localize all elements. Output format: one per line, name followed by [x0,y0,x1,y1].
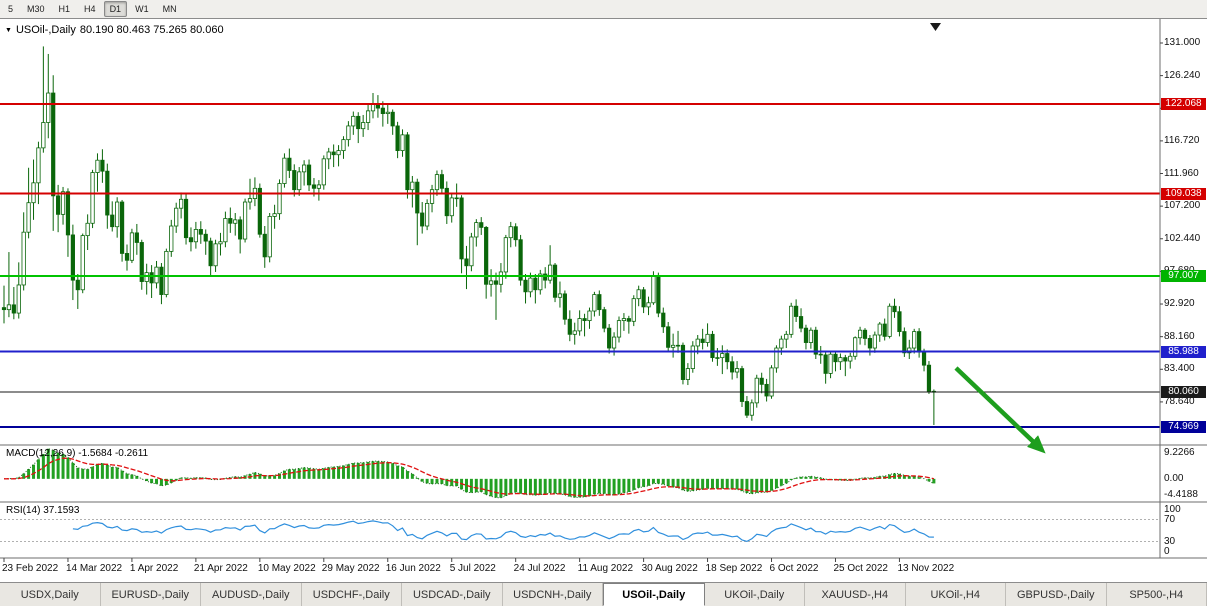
chart-canvas[interactable] [0,19,1207,582]
rsi-pane[interactable] [0,503,1160,558]
price-tick-label: 107.200 [1164,200,1201,212]
date-label: 25 Oct 2022 [833,563,888,574]
tab-sp500-h4[interactable]: SP500-,H4 [1107,583,1207,606]
timeframe-toolbar: 5 M30 H1 H4 D1 W1 MN [0,0,1207,19]
tab-usoil-daily[interactable]: USOil-,Daily [603,583,705,606]
price-tick-label: 111.960 [1164,167,1199,179]
rsi-axis-label: 30 [1164,535,1176,547]
tab-xauusd-h4[interactable]: XAUUSD-,H4 [805,583,906,606]
timeframe-button-mn[interactable]: MN [162,4,177,14]
price-tick-label: 83.400 [1164,363,1195,375]
tab-eurusd-daily[interactable]: EURUSD-,Daily [101,583,201,606]
price-tick-label: 78.640 [1164,395,1195,407]
rsi-axis-label: 0 [1164,546,1170,557]
tab-gbpusd-daily[interactable]: GBPUSD-,Daily [1006,583,1107,606]
timeframe-button-d1[interactable]: D1 [103,1,128,17]
chart-tabs-bar: USDX,Daily EURUSD-,Daily AUDUSD-,Daily USDC… [0,582,1207,606]
tab-usdx-daily[interactable]: USDX,Daily [0,583,101,606]
date-label: 21 Apr 2022 [193,563,248,574]
date-label: 24 Jul 2022 [513,563,566,574]
date-label: 18 Sep 2022 [705,563,763,574]
macd-axis-label: 9.2266 [1164,447,1195,458]
rsi-axis-label: 70 [1164,513,1176,525]
price-badge: 80.060 [1161,386,1206,399]
price-tick-label: 102.440 [1164,232,1201,244]
date-label: 30 Aug 2022 [641,563,698,574]
macd-indicator-label: MACD(12,26,9) -1.5684 -0.2611 [6,448,149,459]
rsi-axis-label: 100 [1164,504,1181,515]
price-tick-label: 88.160 [1164,330,1195,342]
date-label: 6 Oct 2022 [769,563,819,574]
timeframe-button-w1[interactable]: W1 [135,4,149,14]
chart-symbol-title: ▼ USOil-,Daily 80.190 80.463 75.265 80.0… [5,24,224,36]
timeframe-button-h1[interactable]: H1 [58,4,71,14]
tab-ukoil-daily[interactable]: UKOil-,Daily [705,583,805,606]
macd-main-line [3,448,935,499]
price-badge: 97.007 [1161,270,1206,282]
macd-axis-label: 0.00 [1164,472,1184,484]
tab-audusd-daily[interactable]: AUDUSD-,Daily [201,583,302,606]
timeframe-button-m30[interactable]: M30 [27,4,45,14]
price-tick-label: 131.000 [1164,36,1201,48]
chart-shift-marker-icon[interactable] [930,23,941,31]
price-badge: 109.038 [1161,187,1206,200]
main-price-pane[interactable] [0,19,1160,444]
tab-usdchf-daily[interactable]: USDCHF-,Daily [302,583,402,606]
price-tick-label: 126.240 [1164,69,1201,81]
collapse-triangle-icon[interactable]: ▼ [5,26,12,34]
symbol-name: USOil-,Daily [15,24,76,36]
rsi-indicator-label: RSI(14) 37.1593 [6,505,80,516]
date-label: 13 Nov 2022 [897,563,955,574]
timeframe-button-h4[interactable]: H4 [84,4,96,14]
rsi-line [72,520,934,543]
trend-arrow[interactable] [954,366,1046,454]
date-label: 23 Feb 2022 [2,563,59,574]
timeframe-button-5[interactable]: 5 [8,4,14,14]
price-badge: 122.068 [1161,98,1206,111]
chart-region[interactable]: ▼ USOil-,Daily 80.190 80.463 75.265 80.0… [0,19,1207,582]
tab-usdcad-daily[interactable]: USDCAD-,Daily [402,583,503,606]
time-scale-area[interactable] [0,558,1207,582]
date-label: 29 May 2022 [321,563,380,574]
price-badge: 85.988 [1161,345,1206,358]
date-label: 10 May 2022 [257,563,316,574]
price-badge: 74.969 [1161,421,1206,434]
date-label: 11 Aug 2022 [577,563,634,574]
price-tick-label: 92.920 [1164,298,1195,310]
macd-signal-line [4,457,935,497]
symbol-ohlc-values: 80.190 80.463 75.265 80.060 [79,24,224,36]
date-label: 16 Jun 2022 [385,563,441,574]
macd-axis-label: -4.4188 [1164,489,1198,500]
tab-ukoil-h4[interactable]: UKOil-,H4 [906,583,1006,606]
date-label: 14 Mar 2022 [65,563,123,574]
price-tick-label: 116.720 [1164,134,1200,146]
date-label: 1 Apr 2022 [129,563,179,574]
tab-usdcnh-daily[interactable]: USDCNH-,Daily [503,583,603,606]
date-label: 5 Jul 2022 [449,563,496,574]
